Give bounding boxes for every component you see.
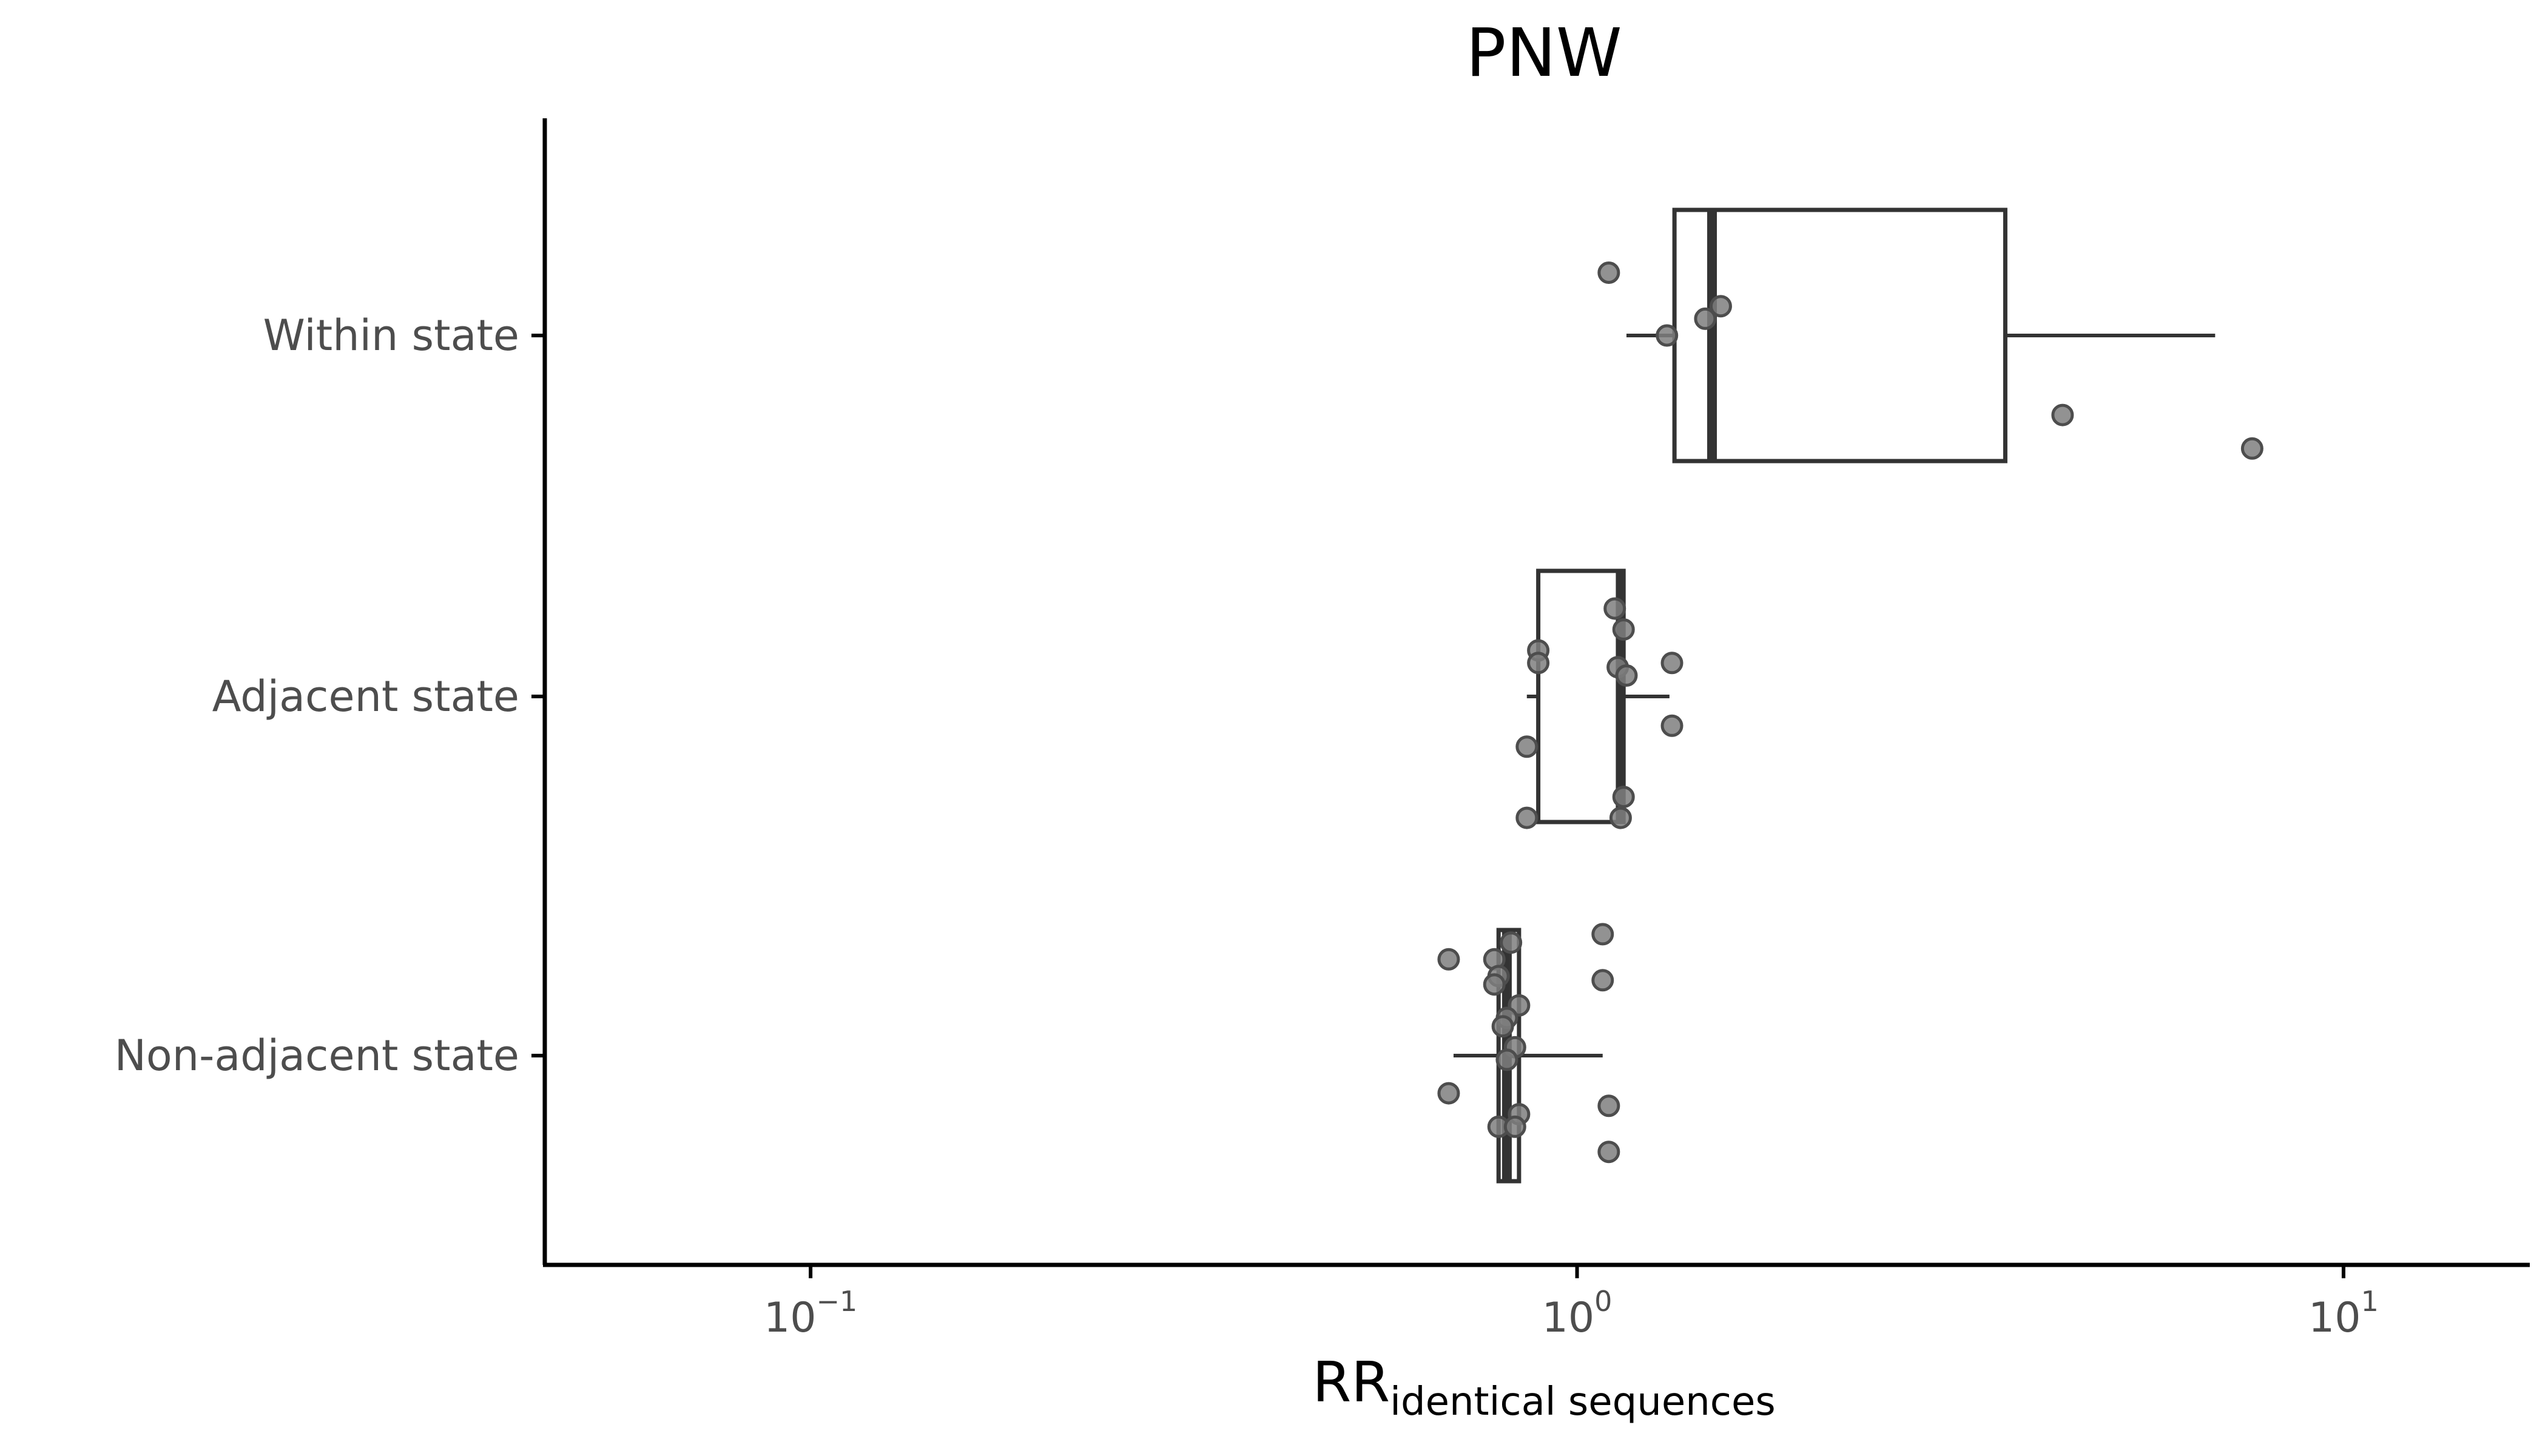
data-point [1491,1015,1514,1038]
data-point [1437,1082,1460,1105]
y-axis: Within state Adjacent state Non-adjacent s… [115,118,547,1265]
data-point [1709,295,1732,318]
data-point [1660,652,1684,675]
data-point [1483,973,1506,996]
data-point [1500,931,1523,954]
chart-title: PNW [1466,14,1622,92]
x-axis-label: RRidentical sequences [1312,1350,1775,1424]
data-point [1656,324,1679,347]
x-tick-exponent: −1 [816,1285,857,1318]
data-point [1612,618,1635,641]
data-point [1603,597,1626,620]
box-group [1597,207,2263,463]
x-tick-exponent: 0 [1594,1285,1612,1318]
box-group [1515,568,1684,829]
data-point [1597,1094,1620,1117]
x-tick-base: 10 [1542,1294,1595,1342]
data-point [1597,1141,1620,1164]
x-tick-label: 10−1 [764,1285,857,1342]
x-axis-label-subscript: identical sequences [1390,1380,1776,1424]
plot-area [1437,207,2263,1184]
y-tick-label: Non-adjacent state [115,1031,519,1080]
x-axis-label-main: RR [1312,1350,1390,1415]
x-tick-base: 10 [2308,1294,2361,1342]
x-tick-label: 101 [2308,1285,2379,1342]
data-point [1694,307,1717,330]
x-tick-exponent: 1 [2361,1285,2379,1318]
data-point [1515,806,1539,829]
data-point [2051,403,2074,426]
data-point [1495,1048,1518,1071]
data-point [1597,261,1620,284]
y-tick-label: Adjacent state [212,672,519,721]
data-point [1591,923,1614,946]
data-point [1612,786,1635,809]
box-group [1437,923,1620,1184]
data-point [1437,948,1460,971]
data-point [1609,806,1632,829]
data-point [1515,735,1539,758]
data-point [2240,437,2263,460]
x-tick-label: 100 [1542,1285,1613,1342]
data-point [1615,664,1638,687]
y-tick-label: Within state [263,311,519,360]
box-iqr [1672,207,2007,463]
data-point [1591,969,1614,992]
x-axis: 10−1 100 101 [543,1262,2530,1342]
data-point [1660,714,1684,737]
data-point [1527,652,1550,675]
data-point [1503,1115,1526,1138]
x-tick-base: 10 [764,1294,817,1342]
